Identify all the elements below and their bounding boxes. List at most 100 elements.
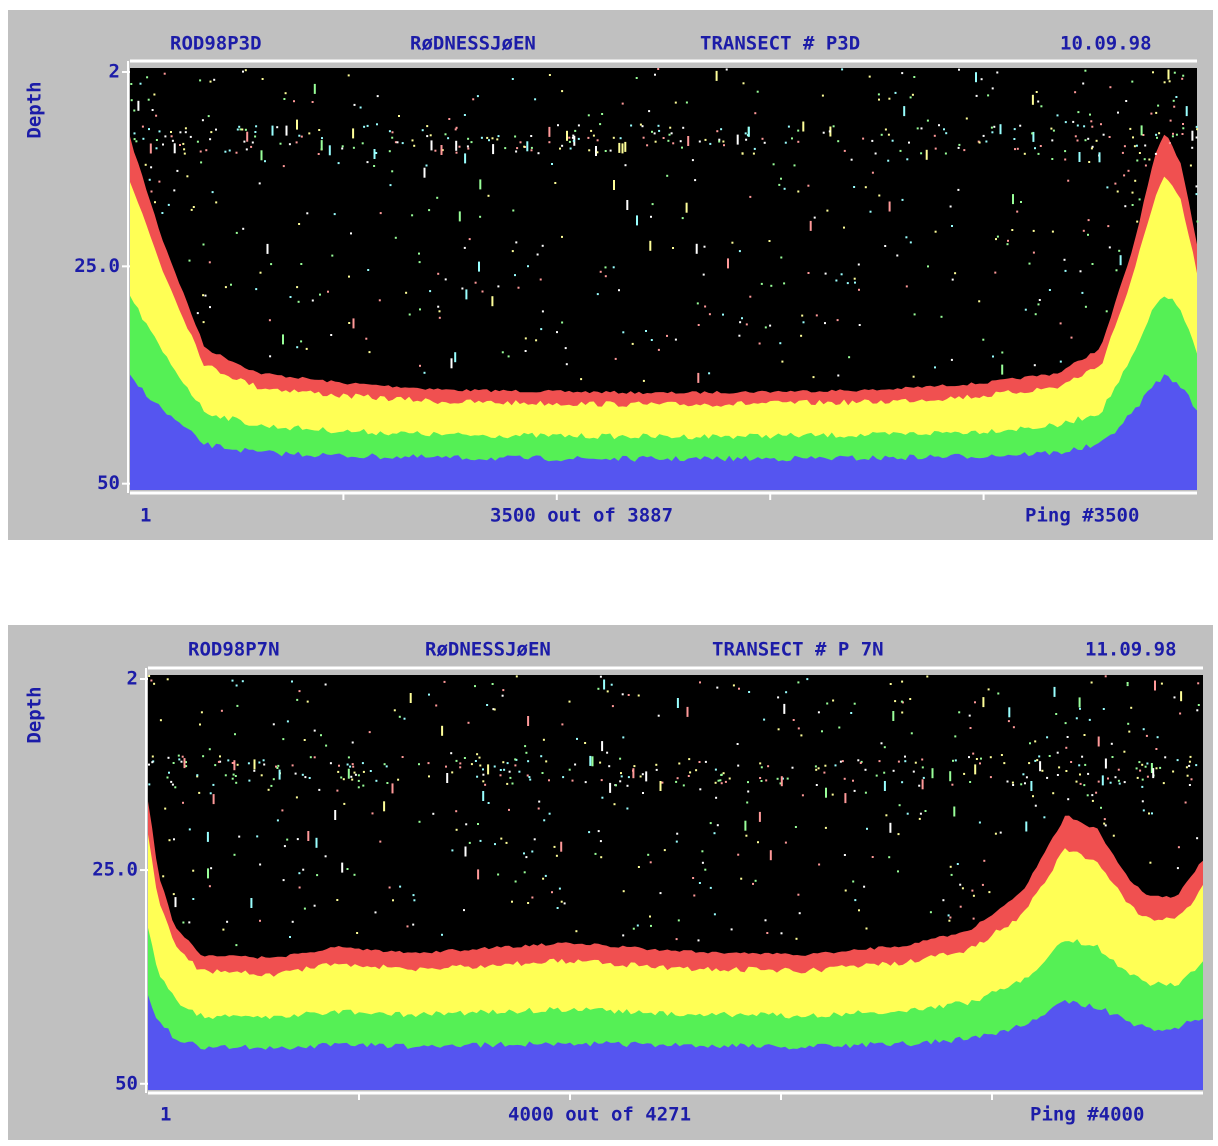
echo-target	[182, 801, 184, 804]
echo-target	[238, 125, 241, 128]
echo-target	[325, 744, 328, 747]
echo-target	[599, 761, 602, 764]
echo-target	[284, 92, 287, 95]
echo-target	[969, 727, 972, 729]
echo-target	[818, 863, 821, 866]
echo-target	[234, 733, 236, 736]
echo-target	[645, 771, 648, 782]
echo-target	[367, 269, 370, 271]
echo-target	[888, 856, 891, 859]
echo-target	[241, 128, 244, 131]
echo-target	[626, 784, 629, 787]
echo-target	[444, 133, 447, 136]
echo-target	[1074, 91, 1077, 94]
echo-target	[864, 186, 867, 189]
echo-target	[241, 680, 244, 683]
echo-target	[278, 769, 281, 780]
echo-target	[587, 114, 590, 117]
echo-target	[1078, 764, 1081, 767]
echo-target	[184, 131, 187, 134]
echo-target	[754, 112, 757, 115]
echo-target	[569, 147, 572, 150]
echo-target	[262, 759, 265, 762]
echo-target	[524, 337, 527, 340]
echo-target	[972, 894, 975, 897]
echo-target	[1188, 784, 1191, 786]
echo-target	[235, 151, 238, 154]
echo-target	[455, 140, 458, 151]
echo-target	[154, 201, 156, 204]
echo-target	[285, 125, 288, 136]
echo-target	[709, 142, 712, 145]
echo-target	[737, 764, 740, 767]
echo-target	[309, 756, 312, 759]
echo-target	[320, 734, 322, 737]
echo-target	[179, 131, 182, 134]
echo-target	[1163, 81, 1166, 84]
echo-target	[704, 868, 707, 871]
echo-target	[914, 761, 917, 764]
echo-target	[351, 763, 354, 766]
echo-target	[313, 756, 316, 759]
echo-target	[1139, 769, 1142, 772]
echo-target	[1146, 775, 1149, 778]
echo-target	[329, 762, 332, 765]
echo-target	[1037, 152, 1040, 155]
echo-target	[391, 170, 394, 173]
echo-target	[1067, 798, 1070, 801]
echo-target	[418, 261, 421, 264]
echo-target	[940, 315, 943, 318]
echo-target	[1172, 132, 1174, 135]
echo-target	[672, 247, 674, 249]
echo-target	[620, 775, 623, 778]
echo-target	[702, 273, 705, 276]
echo-target	[217, 760, 220, 763]
echo-target	[146, 76, 149, 79]
echo-target	[630, 124, 633, 127]
echo-target	[704, 305, 707, 308]
echo-target	[1171, 135, 1174, 138]
echo-target	[641, 773, 644, 776]
echo-target	[248, 779, 251, 782]
echo-target	[300, 135, 303, 138]
echo-target	[352, 128, 355, 139]
echo-target	[996, 71, 999, 74]
echo-target	[244, 69, 247, 72]
echo-target	[331, 254, 334, 257]
echo-target	[411, 139, 414, 142]
echo-target	[443, 680, 446, 683]
echo-target	[255, 288, 258, 291]
echo-target	[1156, 736, 1159, 739]
echo-target	[394, 141, 397, 144]
echo-target	[1084, 139, 1087, 142]
echo-target	[506, 762, 509, 765]
echo-target	[884, 245, 887, 247]
echo-target	[196, 140, 199, 143]
echo-target	[446, 773, 449, 783]
echo-target	[1191, 146, 1194, 149]
echo-target	[844, 793, 847, 804]
echo-target	[924, 810, 927, 812]
echo-target	[1196, 220, 1199, 223]
echo-target	[313, 904, 316, 907]
echo-target	[1087, 772, 1090, 775]
echo-target	[366, 161, 369, 164]
echo-target	[202, 294, 205, 297]
echo-target	[1195, 764, 1198, 767]
echo-target	[904, 760, 907, 763]
echo-target	[451, 771, 454, 774]
echo-target	[698, 140, 701, 143]
echo-target	[174, 897, 177, 908]
echo-target	[752, 882, 754, 885]
echo-target	[468, 238, 471, 241]
echo-target	[801, 314, 804, 317]
echo-target	[233, 760, 236, 771]
echo-target	[1019, 124, 1022, 127]
echo-target	[291, 764, 294, 767]
echo-target	[455, 126, 458, 129]
echo-target	[1168, 80, 1171, 83]
echo-target	[231, 777, 234, 780]
echo-target	[295, 796, 298, 799]
echo-target	[540, 328, 543, 331]
echo-target	[920, 152, 923, 155]
